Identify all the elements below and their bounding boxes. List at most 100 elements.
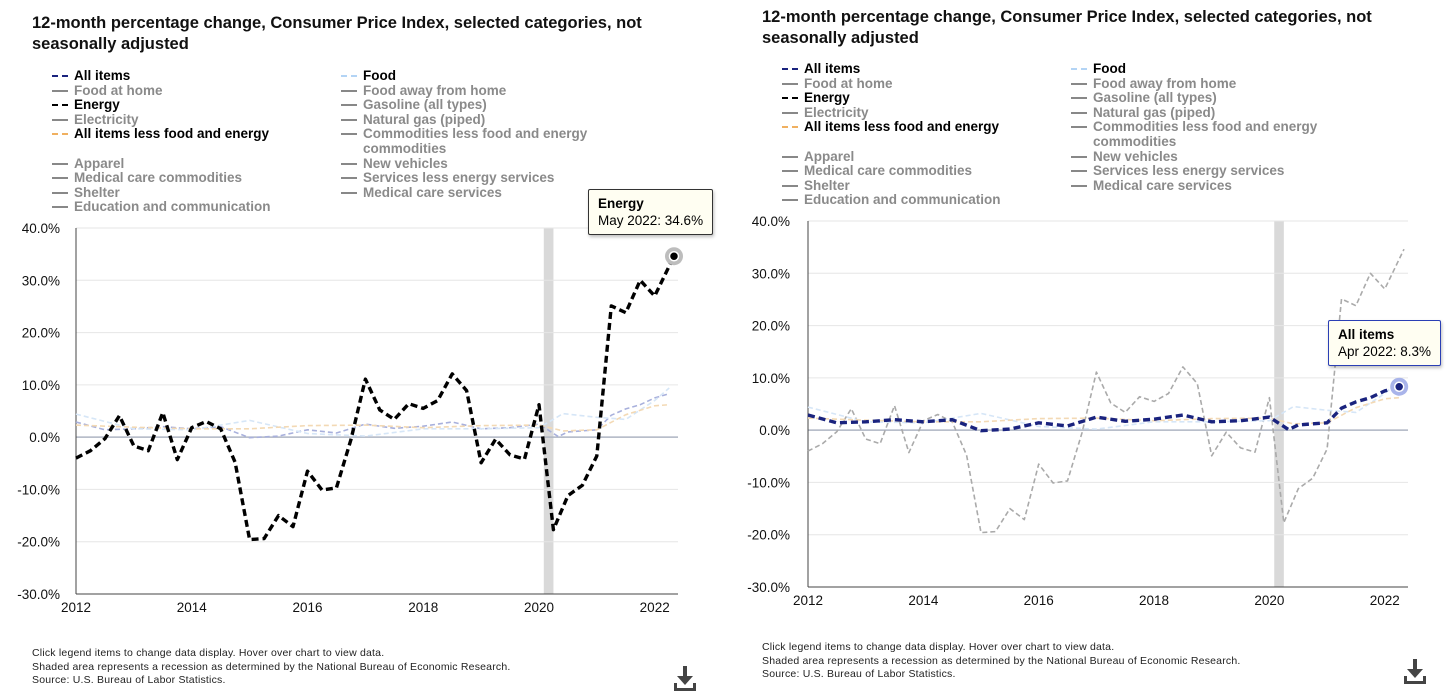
series-line-energy[interactable] [807,248,1405,534]
footnote-line: Source: U.S. Bureau of Labor Statistics. [32,674,226,686]
x-tick-label: 2018 [1139,593,1169,608]
legend-label: Electricity [804,104,869,120]
x-tick-label: 2014 [177,600,208,615]
series-line-all-items[interactable] [807,385,1400,433]
tooltip: Energy May 2022: 34.6% [588,189,714,235]
legend-label: All items less food and energy [804,119,1000,135]
y-tick-label: 10.0% [752,371,790,386]
legend-label: Education and communication [74,199,271,215]
legend-swatch [782,199,798,202]
chart-panel-left: 12-month percentage change, Consumer Pri… [0,13,728,692]
y-tick-label: 0.0% [29,430,60,445]
legend-label: Medical care services [1093,177,1232,193]
legend-swatch [341,133,357,136]
chart-title-line2: seasonally adjusted [762,29,919,47]
chart-title-line1: 12-month percentage change, Consumer Pri… [32,14,642,32]
legend-swatch [341,89,357,92]
legend-swatch [341,162,357,165]
plot-area[interactable]: 40.0% 30.0% 20.0% 10.0% 0.0% -10.0% -20.0% -30.… [730,203,1456,608]
legend-swatch [1071,155,1087,158]
y-tick-label: -30.0% [17,587,60,602]
legend-label: All items [74,68,131,83]
legend-label: Gasoline (all types) [1093,90,1217,106]
legend-swatch [1071,82,1087,85]
legend-swatch [782,126,798,129]
y-tick-label: -10.0% [17,482,60,497]
legend-label: All items [804,61,861,76]
tooltip-series: All items [1338,327,1395,342]
legend-label: Food at home [804,75,893,91]
series-line-food[interactable] [75,387,670,437]
download-icon[interactable] [1402,657,1428,685]
legend-swatch [341,177,357,180]
chart-panel-right: 12-month percentage change, Consumer Pri… [730,0,1456,700]
legend-swatch [52,104,68,107]
x-tick-label: 2014 [908,593,939,608]
legend-label: Medical care services [363,184,502,200]
legend-swatch [1071,111,1087,114]
legend-label: Electricity [74,111,139,127]
legend-swatch [52,133,68,136]
series-line-energy[interactable] [75,255,676,542]
legend-label: Food away from home [1093,75,1237,91]
y-tick-label: 0.0% [759,423,790,438]
x-tick-label: 2020 [524,600,554,615]
x-tick-label: 2022 [640,600,670,615]
legend-swatch [1071,126,1087,129]
legend-swatch [52,118,68,121]
legend-swatch [782,82,798,85]
legend-label: Food [363,68,396,83]
legend-swatch [782,111,798,114]
legend-label: Natural gas (piped) [1093,104,1216,120]
legend-swatch [341,75,357,77]
hover-marker [668,250,680,262]
legend-label: Services less energy services [363,170,555,186]
x-tick-label: 2018 [408,600,438,615]
legend-swatch [782,170,798,173]
y-tick-label: -10.0% [747,475,790,490]
x-tick-label: 2012 [61,600,91,615]
y-tick-label: 40.0% [22,221,60,236]
series-line-all-items-less-food-and-energy[interactable] [75,403,670,432]
download-icon[interactable] [672,664,698,692]
y-tick-label: 30.0% [22,273,60,288]
y-tick-label: -30.0% [747,580,790,595]
chart-title: 12-month percentage change, Consumer Pri… [32,13,642,55]
legend-swatch [1071,68,1087,70]
recession-band [543,228,554,594]
legend-swatch [782,68,798,70]
legend-label: Natural gas (piped) [363,111,486,127]
y-tick-label: 30.0% [752,266,790,281]
legend-label: Food [1093,61,1126,76]
legend-label: Food away from home [363,82,507,98]
x-tick-label: 2016 [1024,593,1054,608]
x-tick-label: 2022 [1370,593,1400,608]
legend-label: Energy [74,97,120,113]
legend-label: Medical care commodities [804,163,973,179]
tooltip-value: May 2022: 34.6% [598,213,704,228]
plot-area[interactable]: 40.0% 30.0% 20.0% 10.0% 0.0% -10.0% -20.0% -30.… [0,210,728,615]
legend-swatch [52,162,68,165]
legend-label: All items less food and energy [74,126,270,142]
y-tick-label: -20.0% [747,528,790,543]
x-tick-label: 2012 [793,593,823,608]
y-tick-label: 20.0% [752,319,790,334]
legend-label: Education and communication [804,192,1001,208]
legend-label: New vehicles [1093,148,1178,164]
y-tick-label: -20.0% [17,535,60,550]
chart-title-line2: seasonally adjusted [32,35,189,53]
legend-swatch [1071,170,1087,173]
series-line-food[interactable] [807,380,1400,430]
legend-label: Apparel [74,155,125,171]
recession-band [1274,221,1284,587]
footnote-line: Click legend items to change data displa… [32,647,385,659]
legend-label: Commodities less food and energy commodi… [1093,119,1318,150]
series-line-all-items-less-food-and-energy[interactable] [807,396,1400,425]
y-tick-label: 10.0% [22,378,60,393]
legend-swatch [782,155,798,158]
legend-swatch [782,97,798,100]
legend-label: Shelter [804,177,850,193]
y-tick-label: 20.0% [22,326,60,341]
legend-swatch [52,191,68,194]
legend-swatch [52,177,68,180]
